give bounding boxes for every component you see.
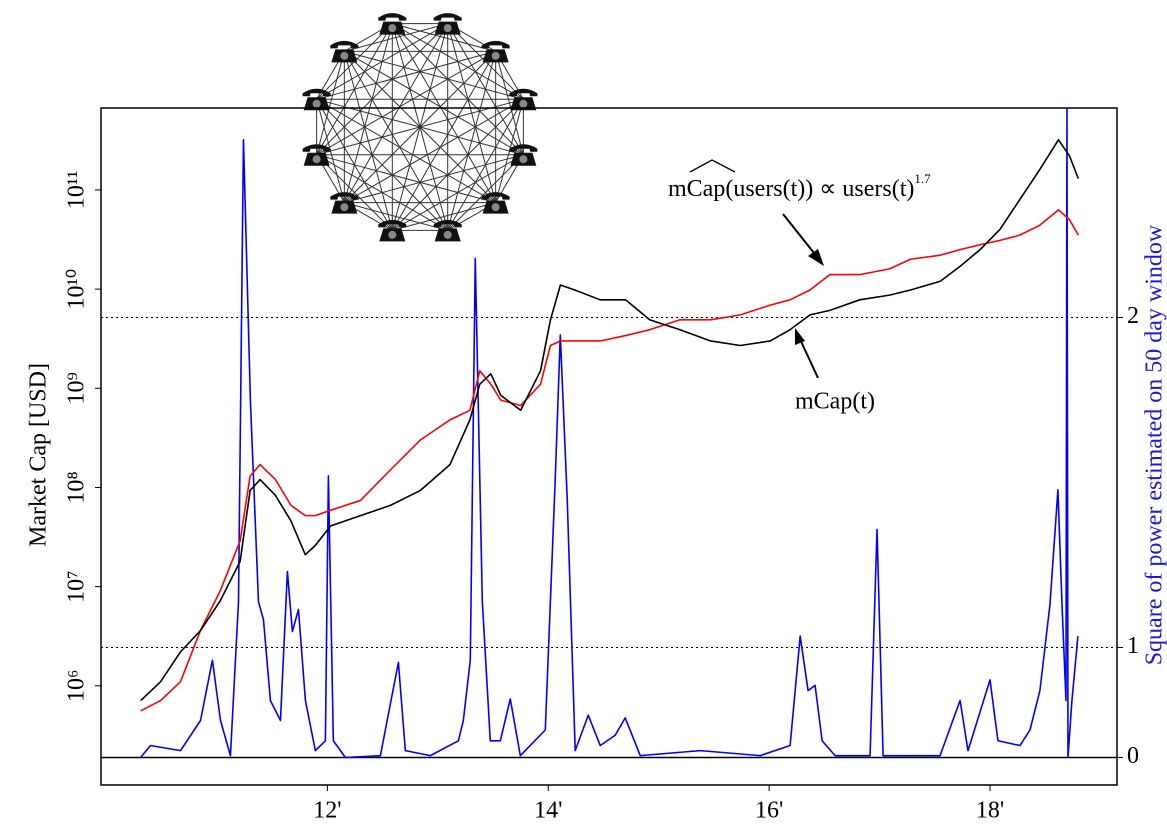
arrow-head (808, 249, 824, 266)
phone-dial (388, 24, 396, 32)
y-tick-label: 10⁶ (64, 670, 90, 702)
y2-tick-label: 0 (1127, 743, 1139, 769)
phone-dial (313, 100, 321, 108)
y-tick-label: 10⁸ (64, 471, 90, 503)
phone-handset (378, 13, 406, 21)
arrow-head (795, 328, 805, 345)
y-tick-label: 10¹⁰ (64, 269, 90, 310)
annotation-arrow (783, 214, 818, 258)
phone-handset (330, 41, 358, 49)
phone-dial (313, 155, 321, 163)
annotation-arrow (799, 337, 818, 378)
chart: Market Cap [USD] Square of power estimat… (0, 0, 1167, 825)
phone-dial (519, 100, 527, 108)
phone-handset (434, 13, 462, 21)
series-line (141, 108, 1078, 758)
phone-dial (444, 231, 452, 239)
y-tick-label: 10¹¹ (64, 171, 90, 209)
phone-dial (340, 52, 348, 60)
phone-dial (340, 203, 348, 211)
y-tick-label: 10⁷ (64, 570, 90, 602)
y2-axis-label: Square of power estimated on 50 day wind… (1142, 224, 1167, 665)
y-tick-label: 10⁹ (64, 372, 90, 404)
plot-area: 0 1 2 10⁶ 10⁷ 10⁸ 10⁹ 10¹⁰ 10¹¹ 12' 14' 16' 18' (64, 108, 1140, 824)
phone-dial (519, 155, 527, 163)
page: {"chart_data": {"type": "line", "xlim": … (0, 0, 1167, 825)
phone-dial (388, 231, 396, 239)
series-line (141, 210, 1079, 711)
phone-handset (482, 41, 510, 49)
annotation-superscript: 1.7 (914, 171, 931, 186)
y-axis-label: Market Cap [USD] (26, 363, 52, 547)
x-tick-label: 16' (755, 798, 783, 824)
plot-frame (101, 108, 1117, 785)
annotation-text: mCap(users(t)) ∝ users(t) (668, 176, 914, 202)
x-tick-label: 12' (313, 798, 341, 824)
series-line (141, 140, 1079, 701)
x-tick-label: 14' (534, 798, 562, 824)
x-tick-label: 18' (976, 798, 1004, 824)
phone-dial (492, 52, 500, 60)
phone-dial (444, 24, 452, 32)
annotation-mcap: mCap(t) (795, 389, 875, 415)
annotation-estimate: mCap(users(t)) ∝ users(t)1.7 (668, 171, 931, 202)
y2-tick-label: 1 (1127, 633, 1139, 659)
network-diagram (303, 13, 538, 241)
y2-tick-label: 2 (1127, 303, 1139, 329)
phone-dial (492, 203, 500, 211)
hat-mark (690, 160, 735, 172)
